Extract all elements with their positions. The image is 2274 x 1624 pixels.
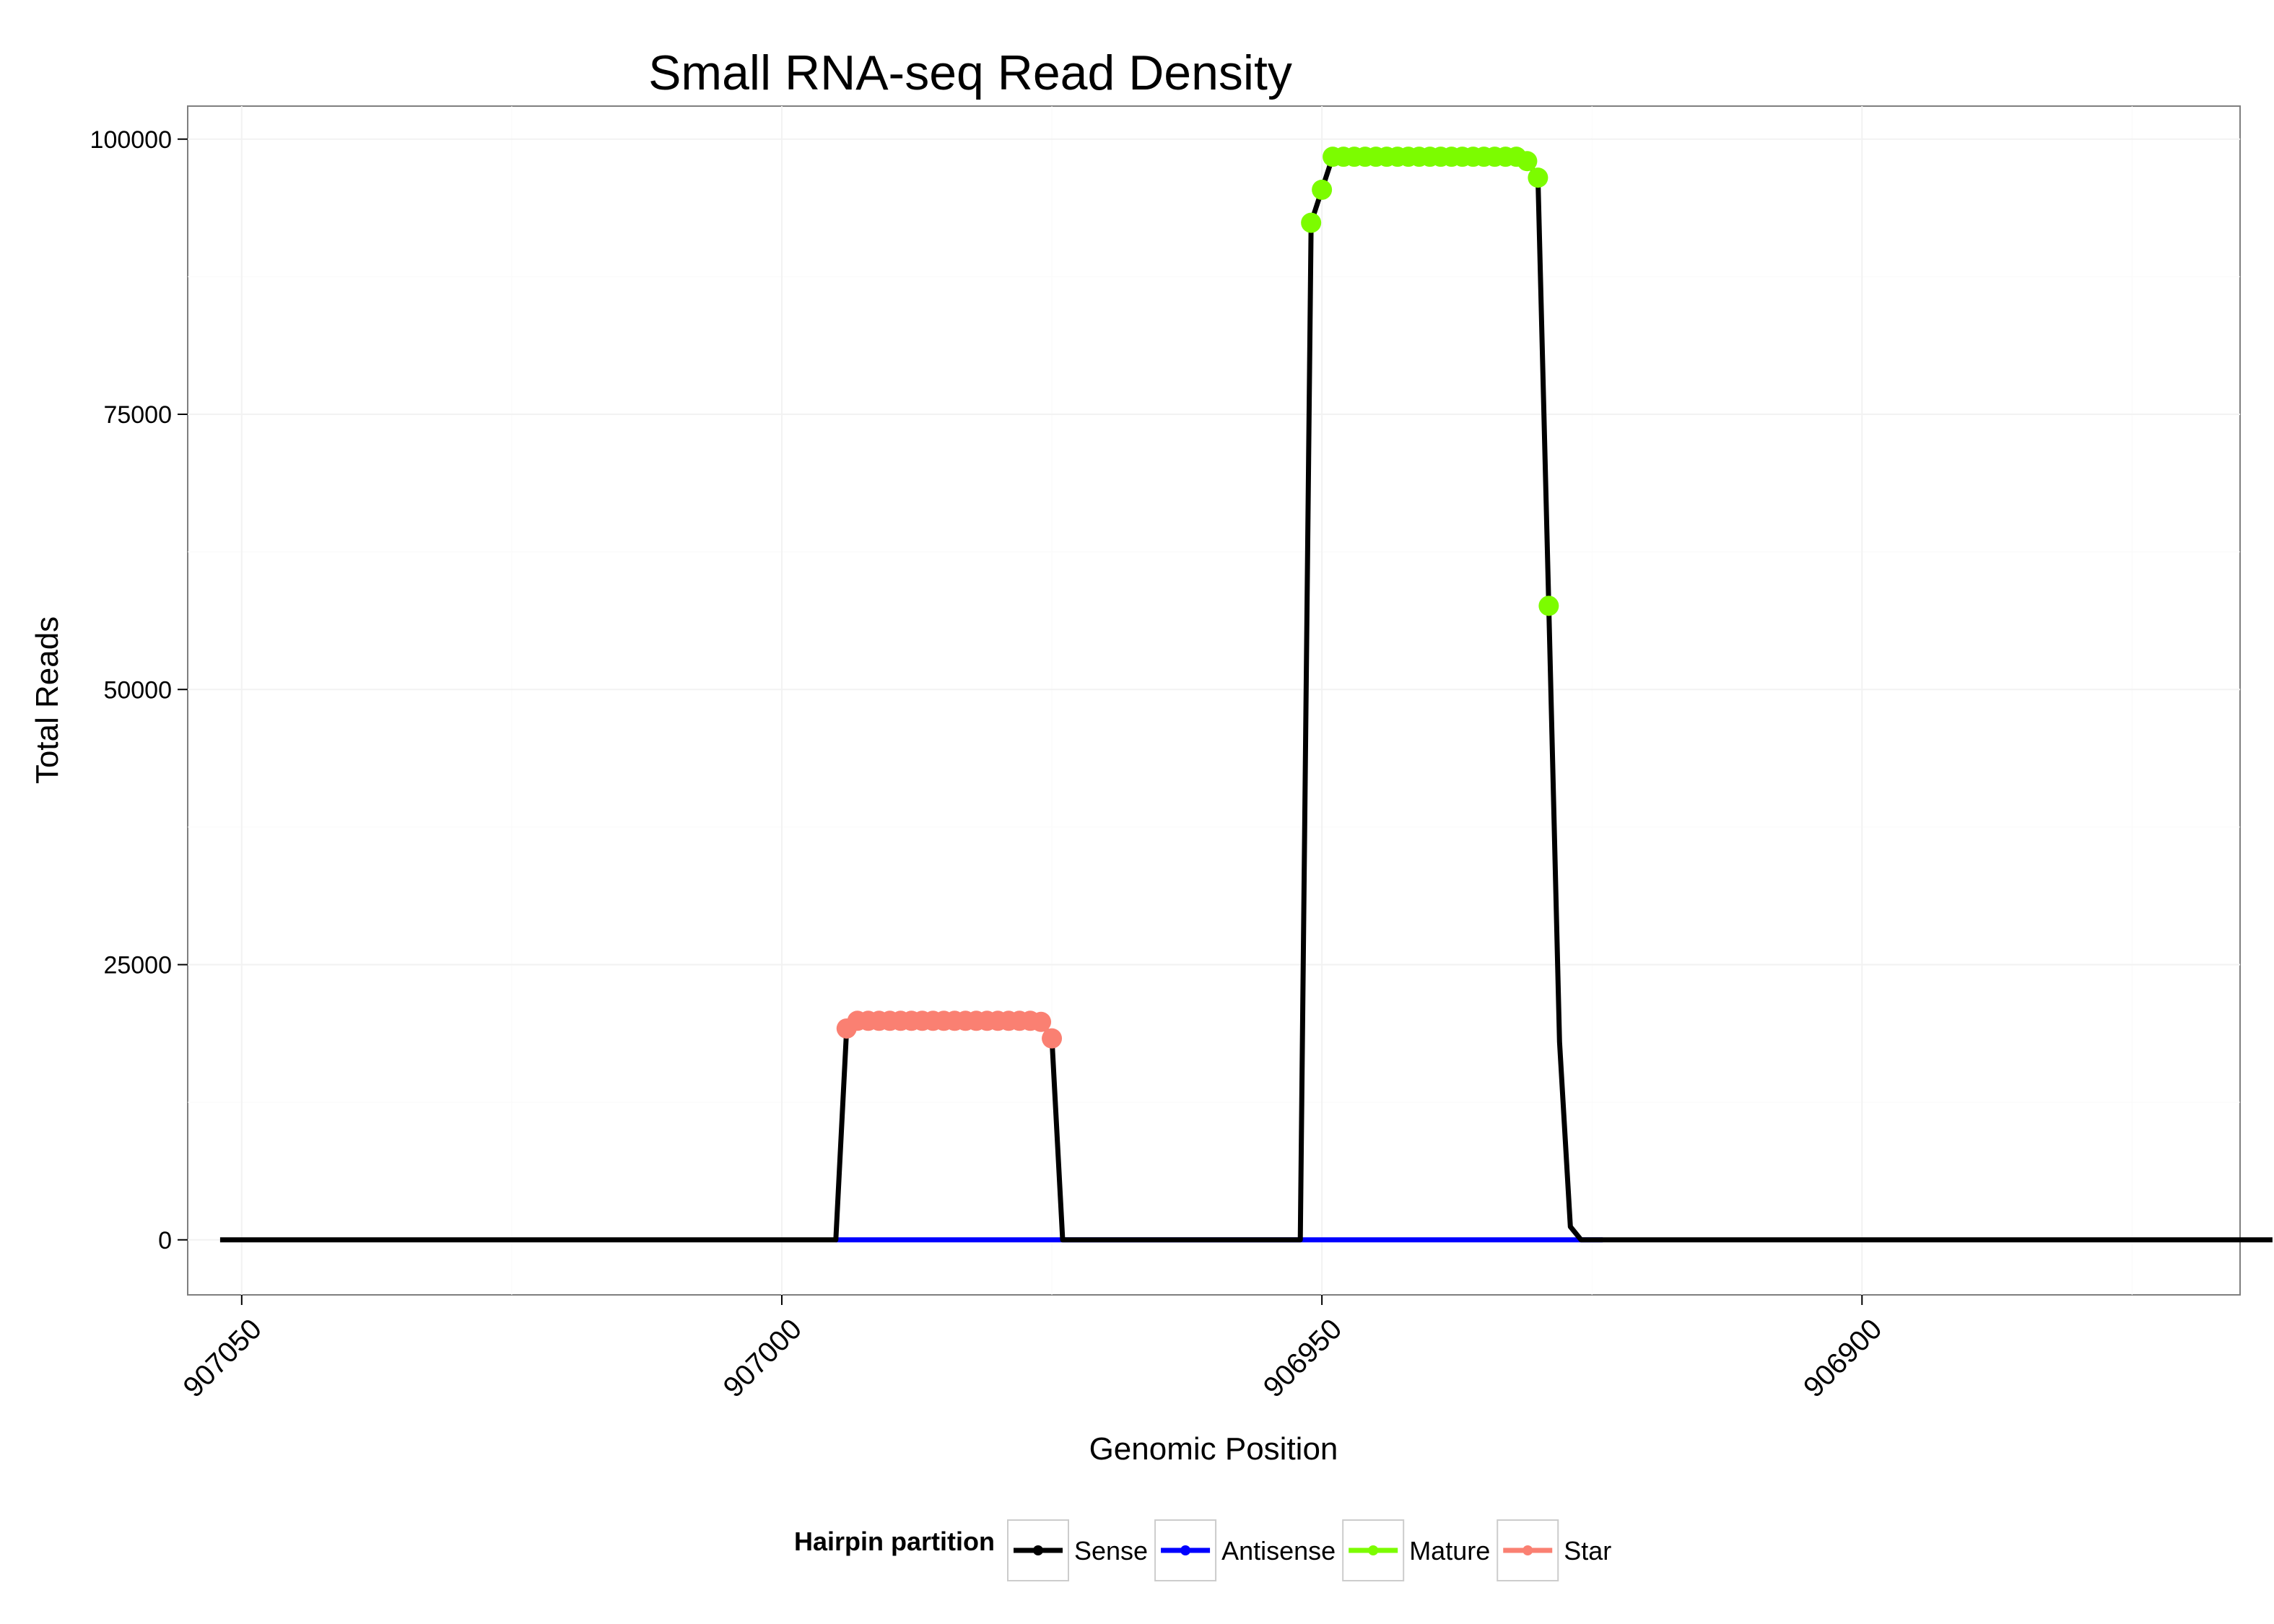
x-tick-label: 907050 bbox=[177, 1313, 268, 1404]
legend-label-sense: Sense bbox=[1074, 1536, 1148, 1566]
legend-key-star: Star bbox=[1497, 1519, 1611, 1581]
x-tick-label: 906950 bbox=[1258, 1313, 1349, 1404]
legend-key-point bbox=[1033, 1545, 1043, 1555]
legend-key-point bbox=[1522, 1545, 1533, 1555]
legend-label-antisense: Antisense bbox=[1221, 1536, 1336, 1566]
x-tick-label: 906900 bbox=[1798, 1313, 1889, 1404]
x-tick-label: 907000 bbox=[718, 1313, 809, 1404]
y-tick-label: 0 bbox=[158, 1227, 172, 1254]
data-point-mature bbox=[1528, 167, 1548, 188]
legend-label-star: Star bbox=[1564, 1536, 1611, 1566]
y-tick-label: 75000 bbox=[103, 401, 172, 429]
chart-title: Small RNA-seq Read Density bbox=[648, 45, 1292, 100]
legend-label-mature: Mature bbox=[1409, 1536, 1490, 1566]
y-axis: 0 25000 50000 75000 100000 bbox=[90, 126, 188, 1254]
legend-key-antisense: Antisense bbox=[1154, 1519, 1336, 1581]
x-axis-title: Genomic Position bbox=[1089, 1431, 1338, 1467]
plot-panel bbox=[187, 105, 2241, 1296]
legend-key-point bbox=[1368, 1545, 1379, 1555]
y-axis-title: Total Reads bbox=[30, 616, 65, 784]
legend-key-sense: Sense bbox=[1007, 1519, 1148, 1581]
data-point-star bbox=[1042, 1028, 1063, 1049]
data-point-mature bbox=[1538, 595, 1559, 616]
legend-key-mature: Mature bbox=[1342, 1519, 1490, 1581]
y-tick-label: 25000 bbox=[103, 952, 172, 979]
y-tick-label: 100000 bbox=[90, 126, 172, 154]
grid-minor bbox=[188, 106, 2240, 1295]
data-point-mature bbox=[1312, 179, 1333, 200]
y-tick-label: 50000 bbox=[103, 676, 172, 704]
legend-key-point bbox=[1180, 1545, 1191, 1555]
series-points bbox=[836, 147, 1559, 1049]
x-axis: 907050 907000 906950 906900 bbox=[177, 1295, 1888, 1404]
data-point-mature bbox=[1301, 212, 1322, 233]
data-point-mature bbox=[1517, 151, 1538, 172]
legend-title: Hairpin partition bbox=[794, 1527, 995, 1556]
legend: Hairpin partition Sense Antisense Mature St… bbox=[794, 1519, 1611, 1581]
data-point-star bbox=[1031, 1011, 1052, 1032]
